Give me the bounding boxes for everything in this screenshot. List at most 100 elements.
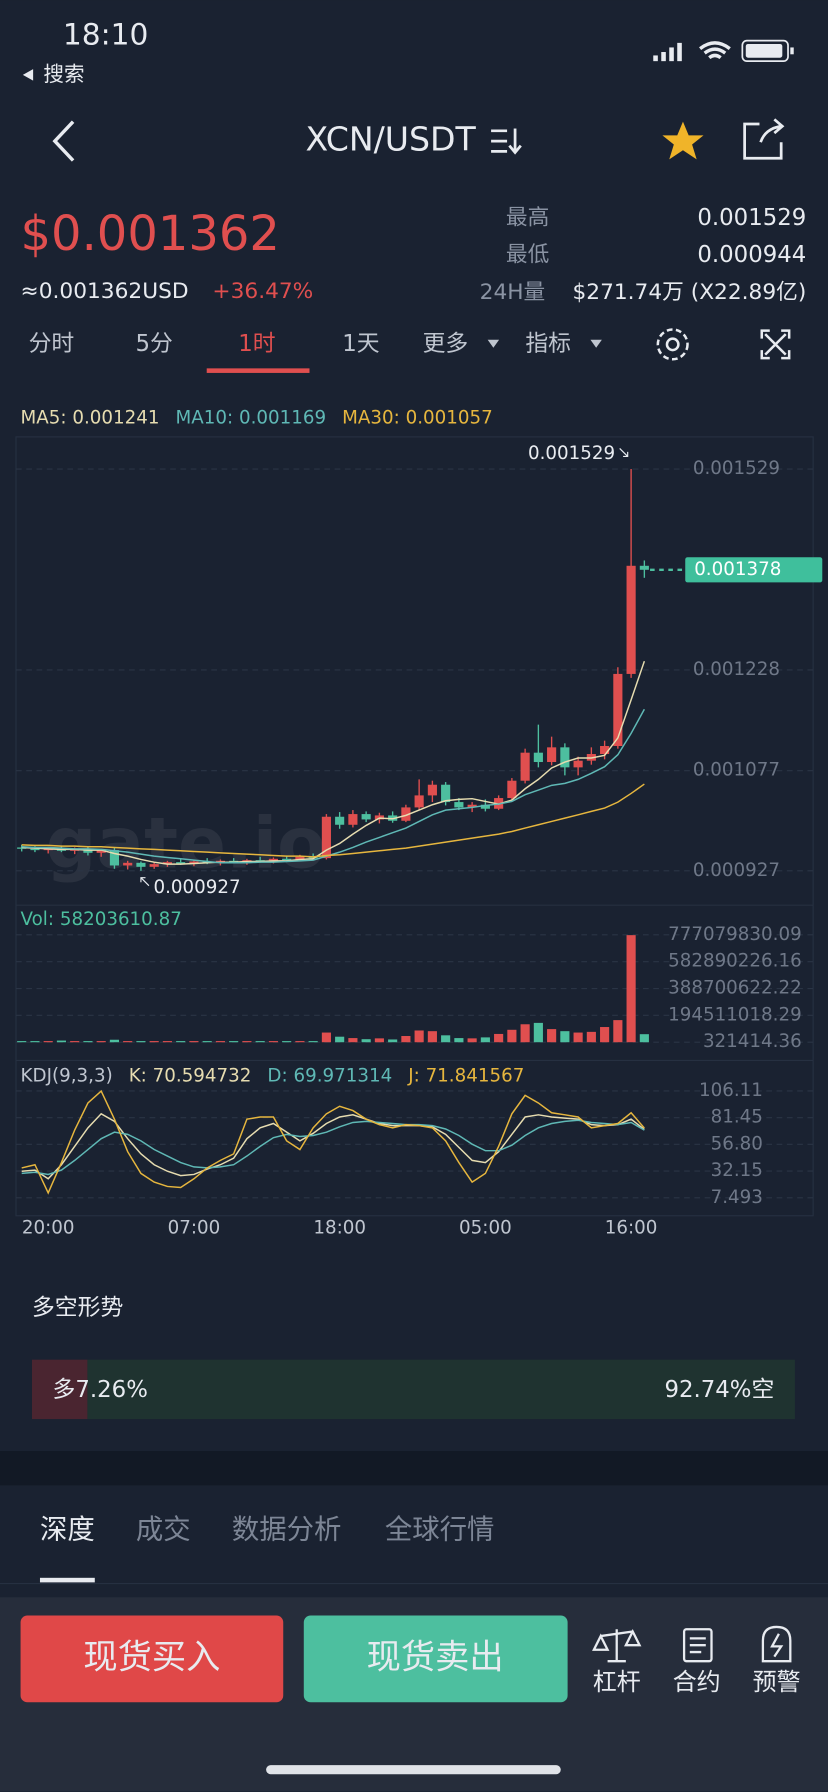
x-tick-label: 16:00 xyxy=(605,1217,658,1238)
usd-price: ≈0.001362USD xyxy=(21,279,189,304)
candle-body xyxy=(348,814,358,825)
y-tick-label: 582890226.16 xyxy=(668,951,802,972)
back-arrow[interactable] xyxy=(22,69,34,81)
pair-title[interactable]: XCN/USDT xyxy=(305,120,476,159)
legend-item: J: 71.841567 xyxy=(407,1065,524,1086)
volume-bar xyxy=(136,1041,146,1043)
indicator-line xyxy=(21,660,646,865)
candle-body xyxy=(176,862,186,864)
y-tick-label: 321414.36 xyxy=(703,1031,802,1052)
y-tick-label: 0.000927 xyxy=(693,860,780,881)
volume-bar xyxy=(374,1038,384,1043)
volume-bar xyxy=(56,1040,67,1043)
candle-body xyxy=(441,784,451,803)
volume-value: $271.74万 (X22.89亿) xyxy=(572,280,806,305)
volume-bar xyxy=(176,1041,186,1043)
y-tick-label: 194511018.29 xyxy=(668,1004,802,1025)
signal-icon xyxy=(653,42,682,62)
favorite-star[interactable] xyxy=(662,121,704,160)
nav-back[interactable] xyxy=(52,120,75,162)
volume-bar xyxy=(255,1041,265,1043)
tool-icons[interactable] xyxy=(592,1625,792,1663)
volume-bar xyxy=(494,1033,504,1043)
share-icon[interactable] xyxy=(743,118,785,160)
candle-body xyxy=(547,747,557,763)
tab[interactable]: 1时 xyxy=(238,331,275,357)
watermark: gate.io xyxy=(46,802,326,885)
volume-bar xyxy=(613,1020,623,1043)
indicator-line xyxy=(21,1119,645,1176)
buy-label[interactable]: 现货买入 xyxy=(83,1637,220,1677)
settings-icon[interactable] xyxy=(656,328,689,361)
volume-bar xyxy=(454,1038,464,1043)
tab[interactable]: 1天 xyxy=(342,331,380,357)
candle-body xyxy=(361,814,371,820)
legend-item: K: 70.594732 xyxy=(129,1065,252,1086)
section-tab[interactable]: 全球行情 xyxy=(385,1514,495,1545)
section-tab[interactable]: 数据分析 xyxy=(232,1514,342,1545)
volume-bar xyxy=(43,1041,53,1043)
y-tick-label: 388700622.22 xyxy=(668,978,802,999)
tab[interactable]: 指标 xyxy=(525,331,571,357)
long-label: 多7.26% xyxy=(53,1377,148,1403)
section-tab[interactable]: 深度 xyxy=(40,1514,95,1545)
x-tick-label: 20:00 xyxy=(22,1217,75,1238)
candle-body xyxy=(335,816,345,825)
volume-bar xyxy=(30,1041,40,1043)
low-arrow xyxy=(140,877,150,887)
tab[interactable]: 更多 xyxy=(423,331,469,357)
candle-body xyxy=(454,802,464,808)
long-bar xyxy=(31,1359,88,1420)
y-tick-label: 106.11 xyxy=(699,1080,763,1101)
buy-button[interactable] xyxy=(20,1615,284,1703)
sell-label[interactable]: 现货卖出 xyxy=(367,1637,504,1677)
volume-bar xyxy=(17,1041,27,1043)
tool-label[interactable]: 合约 xyxy=(673,1668,721,1696)
tool-label[interactable]: 预警 xyxy=(753,1668,801,1696)
legend-item: MA10: 0.001169 xyxy=(176,408,327,429)
y-tick-label: 81.45 xyxy=(711,1107,763,1128)
candle-body xyxy=(507,780,517,799)
volume-bar xyxy=(335,1036,345,1043)
volume-bar xyxy=(533,1022,543,1043)
volume-bar xyxy=(295,1041,305,1043)
fullscreen-icon[interactable] xyxy=(760,329,791,360)
candle-body xyxy=(414,795,424,808)
clock: 18:10 xyxy=(63,18,149,53)
volume-bar xyxy=(600,1027,610,1043)
volume-bar xyxy=(70,1041,80,1043)
bottom-tab-underline xyxy=(39,1577,95,1583)
candle-body xyxy=(30,848,40,851)
volume-bar xyxy=(427,1031,437,1043)
tab[interactable]: 分时 xyxy=(29,331,75,357)
low-value: 0.000944 xyxy=(697,242,806,268)
candle-body xyxy=(96,850,106,853)
high-label: 最高 xyxy=(506,206,549,231)
kdj-title: KDJ(9,3,3) xyxy=(21,1065,113,1086)
low-label: 最低 xyxy=(506,242,549,267)
sell-button[interactable] xyxy=(303,1615,568,1703)
x-tick-label: 18:00 xyxy=(313,1217,366,1238)
candle-body xyxy=(162,862,172,865)
volume-bar xyxy=(388,1039,398,1043)
short-label: 92.74%空 xyxy=(664,1377,774,1403)
volume-bar xyxy=(639,1034,649,1043)
volume-bar xyxy=(467,1038,477,1043)
volume-bar xyxy=(162,1041,172,1043)
volume-bar xyxy=(321,1032,331,1043)
sentiment-title: 多空形势 xyxy=(32,1295,123,1321)
section-tab[interactable]: 成交 xyxy=(136,1514,191,1545)
tool-label[interactable]: 杠杆 xyxy=(593,1668,641,1696)
tab[interactable]: 5分 xyxy=(135,331,172,357)
section-divider xyxy=(0,1451,828,1486)
back-link[interactable]: 搜索 xyxy=(43,62,84,86)
volume-bar xyxy=(414,1030,424,1043)
volume-bar xyxy=(480,1037,490,1043)
switch-icon[interactable] xyxy=(491,128,522,155)
volume-bar xyxy=(573,1032,583,1043)
volume-bar xyxy=(123,1041,133,1043)
candle-body xyxy=(520,752,530,781)
y-tick-label: 32.15 xyxy=(711,1160,763,1181)
y-tick-label: 0.001077 xyxy=(693,760,780,781)
